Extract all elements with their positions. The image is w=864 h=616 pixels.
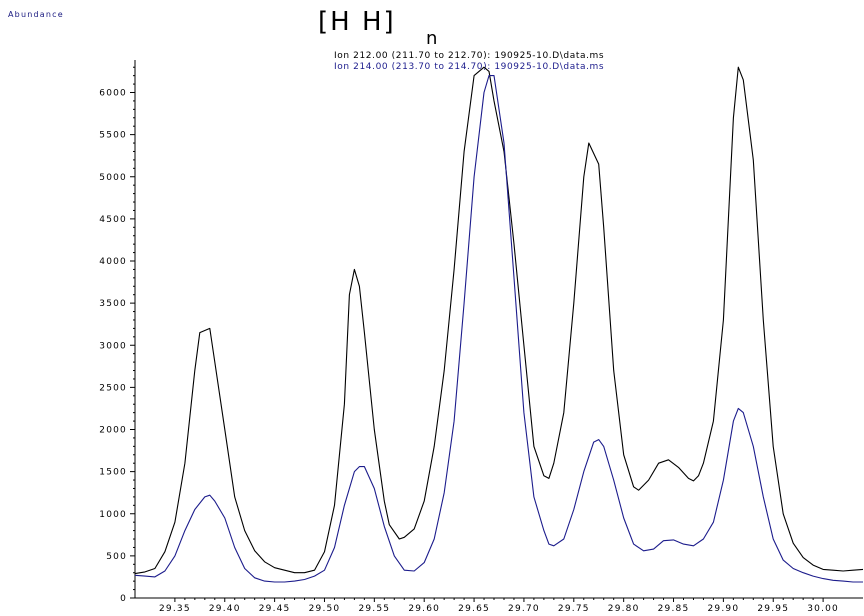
x-tick-label: 29.65 — [458, 604, 490, 614]
chart-title-subscript: n — [426, 28, 437, 49]
axes: 0 500 1000 1500 2000 2500 3000 3500 4000 4500 5000… — [99, 60, 863, 614]
y-tick-label: 5500 — [99, 131, 127, 141]
y-tick-label: 3500 — [99, 299, 127, 309]
x-tick-label: 29.35 — [159, 604, 191, 614]
y-tick-label: 4500 — [99, 215, 127, 225]
y-tick-label: 5000 — [99, 173, 127, 183]
x-tick-label: 29.50 — [309, 604, 341, 614]
y-tick-label: 6000 — [99, 89, 127, 99]
y-tick-label: 500 — [106, 552, 127, 562]
y-axis-label: Abundance — [8, 10, 64, 19]
x-tick-label: 30.00 — [807, 604, 839, 614]
x-tick-label: 29.80 — [608, 604, 640, 614]
y-tick-label: 0 — [120, 594, 127, 604]
x-tick-label: 29.85 — [658, 604, 690, 614]
series-line-0 — [134, 66, 864, 575]
x-tick-label: 29.95 — [757, 604, 789, 614]
y-tick-label: 3000 — [99, 341, 127, 351]
series-line-1 — [134, 75, 863, 583]
x-tick-label: 29.90 — [708, 604, 740, 614]
legend-entry-1: Ion 214.00 (213.70 to 214.70): 190925-10… — [334, 62, 604, 72]
plot-lines — [134, 66, 864, 583]
x-tick-label: 29.75 — [558, 604, 590, 614]
y-tick-label: 1000 — [99, 510, 127, 520]
y-tick-label: 2500 — [99, 383, 127, 393]
x-tick-label: 29.55 — [358, 604, 390, 614]
y-tick-label: 1500 — [99, 468, 127, 478]
y-tick-label: 4000 — [99, 257, 127, 267]
legend-entry-0: Ion 212.00 (211.70 to 212.70): 190925-10… — [334, 51, 604, 61]
x-tick-label: 29.70 — [508, 604, 540, 614]
chart-title: [H H] — [318, 7, 396, 37]
x-tick-label: 29.40 — [209, 604, 241, 614]
y-tick-label: 2000 — [99, 426, 127, 436]
x-tick-label: 29.60 — [408, 604, 440, 614]
x-tick-label: 29.45 — [259, 604, 291, 614]
